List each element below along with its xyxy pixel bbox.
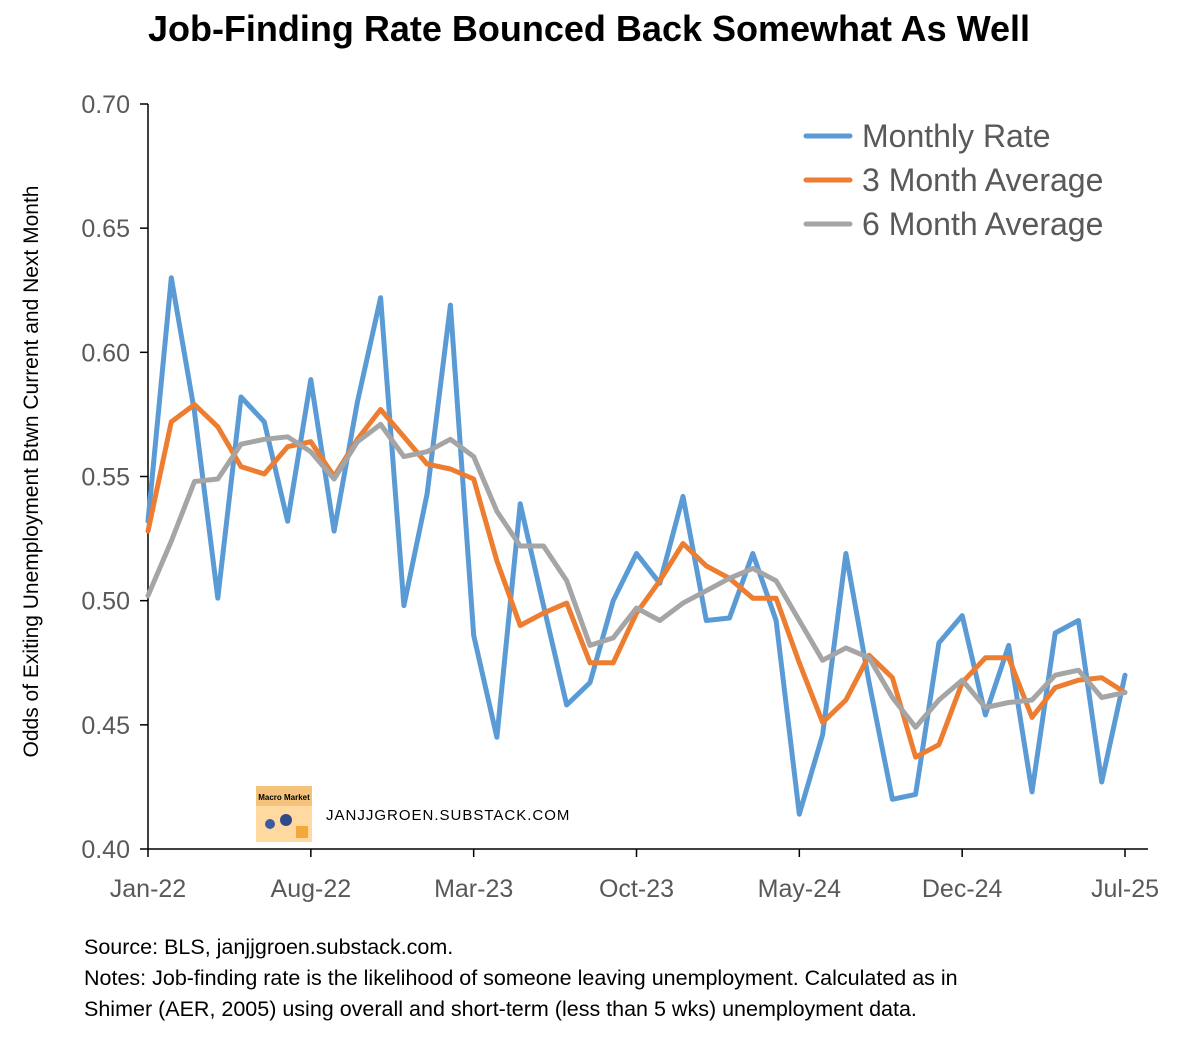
y-tick-label: 0.45 [81,712,130,740]
x-tick-label: Jan-22 [110,875,186,903]
watermark-text: JANJJGROEN.SUBSTACK.COM [326,807,570,824]
axes: 0.40 0.45 0.50 0.55 0.60 0.65 0.70 Jan-22 Aug-22… [20,91,1159,903]
x-tick-label: Aug-22 [271,875,352,903]
logo-banner [256,786,312,806]
watermark: Macro Market JANJJGROEN.SUBSTACK.COM [256,786,570,842]
y-tick-label: 0.50 [81,588,130,616]
series-line [145,402,1128,760]
legend-label: 3 Month Average [862,162,1103,198]
logo-figure-icon [265,819,275,829]
chart-title: Job-Finding Rate Bounced Back Somewhat A… [147,8,1031,49]
logo-chart-icon [296,826,308,838]
source-note: Source: BLS, janjjgroen.substack.com. [84,935,454,959]
notes: Source: BLS, janjjgroen.substack.com. No… [84,932,1154,1025]
y-tick-label: 0.60 [81,339,130,367]
series-layer [145,275,1128,817]
y-tick-label: 0.40 [81,836,130,864]
legend-label: 6 Month Average [862,206,1103,242]
logo-figure-icon [280,814,292,826]
notes-line-1: Notes: Job-finding rate is the likelihoo… [84,966,958,990]
x-tick-label: Jul-25 [1091,875,1159,903]
series-3-month-average [145,402,1128,760]
series-monthly-rate [145,275,1128,817]
series-line [145,275,1128,817]
y-tick-label: 0.55 [81,464,130,492]
notes-line-2: Shimer (AER, 2005) using overall and sho… [84,997,917,1021]
x-tick-label: Oct-23 [599,875,674,903]
y-axis-label: Odds of Exiting Unemployment Btwn Curren… [20,186,43,758]
y-tick-label: 0.65 [81,215,130,243]
x-tick-label: Mar-23 [434,875,513,903]
chart-area: 0.40 0.45 0.50 0.55 0.60 0.65 0.70 Jan-22 Aug-22… [20,91,1159,903]
series-6-month-average [145,421,1128,730]
legend-label: Monthly Rate [862,118,1051,154]
legend: Monthly Rate 3 Month Average 6 Month Avera… [803,118,1103,242]
x-tick-label: Dec-24 [922,875,1003,903]
logo-text: Macro Market [258,793,310,802]
y-tick-label: 0.70 [81,91,130,119]
x-tick-label: May-24 [758,875,841,903]
